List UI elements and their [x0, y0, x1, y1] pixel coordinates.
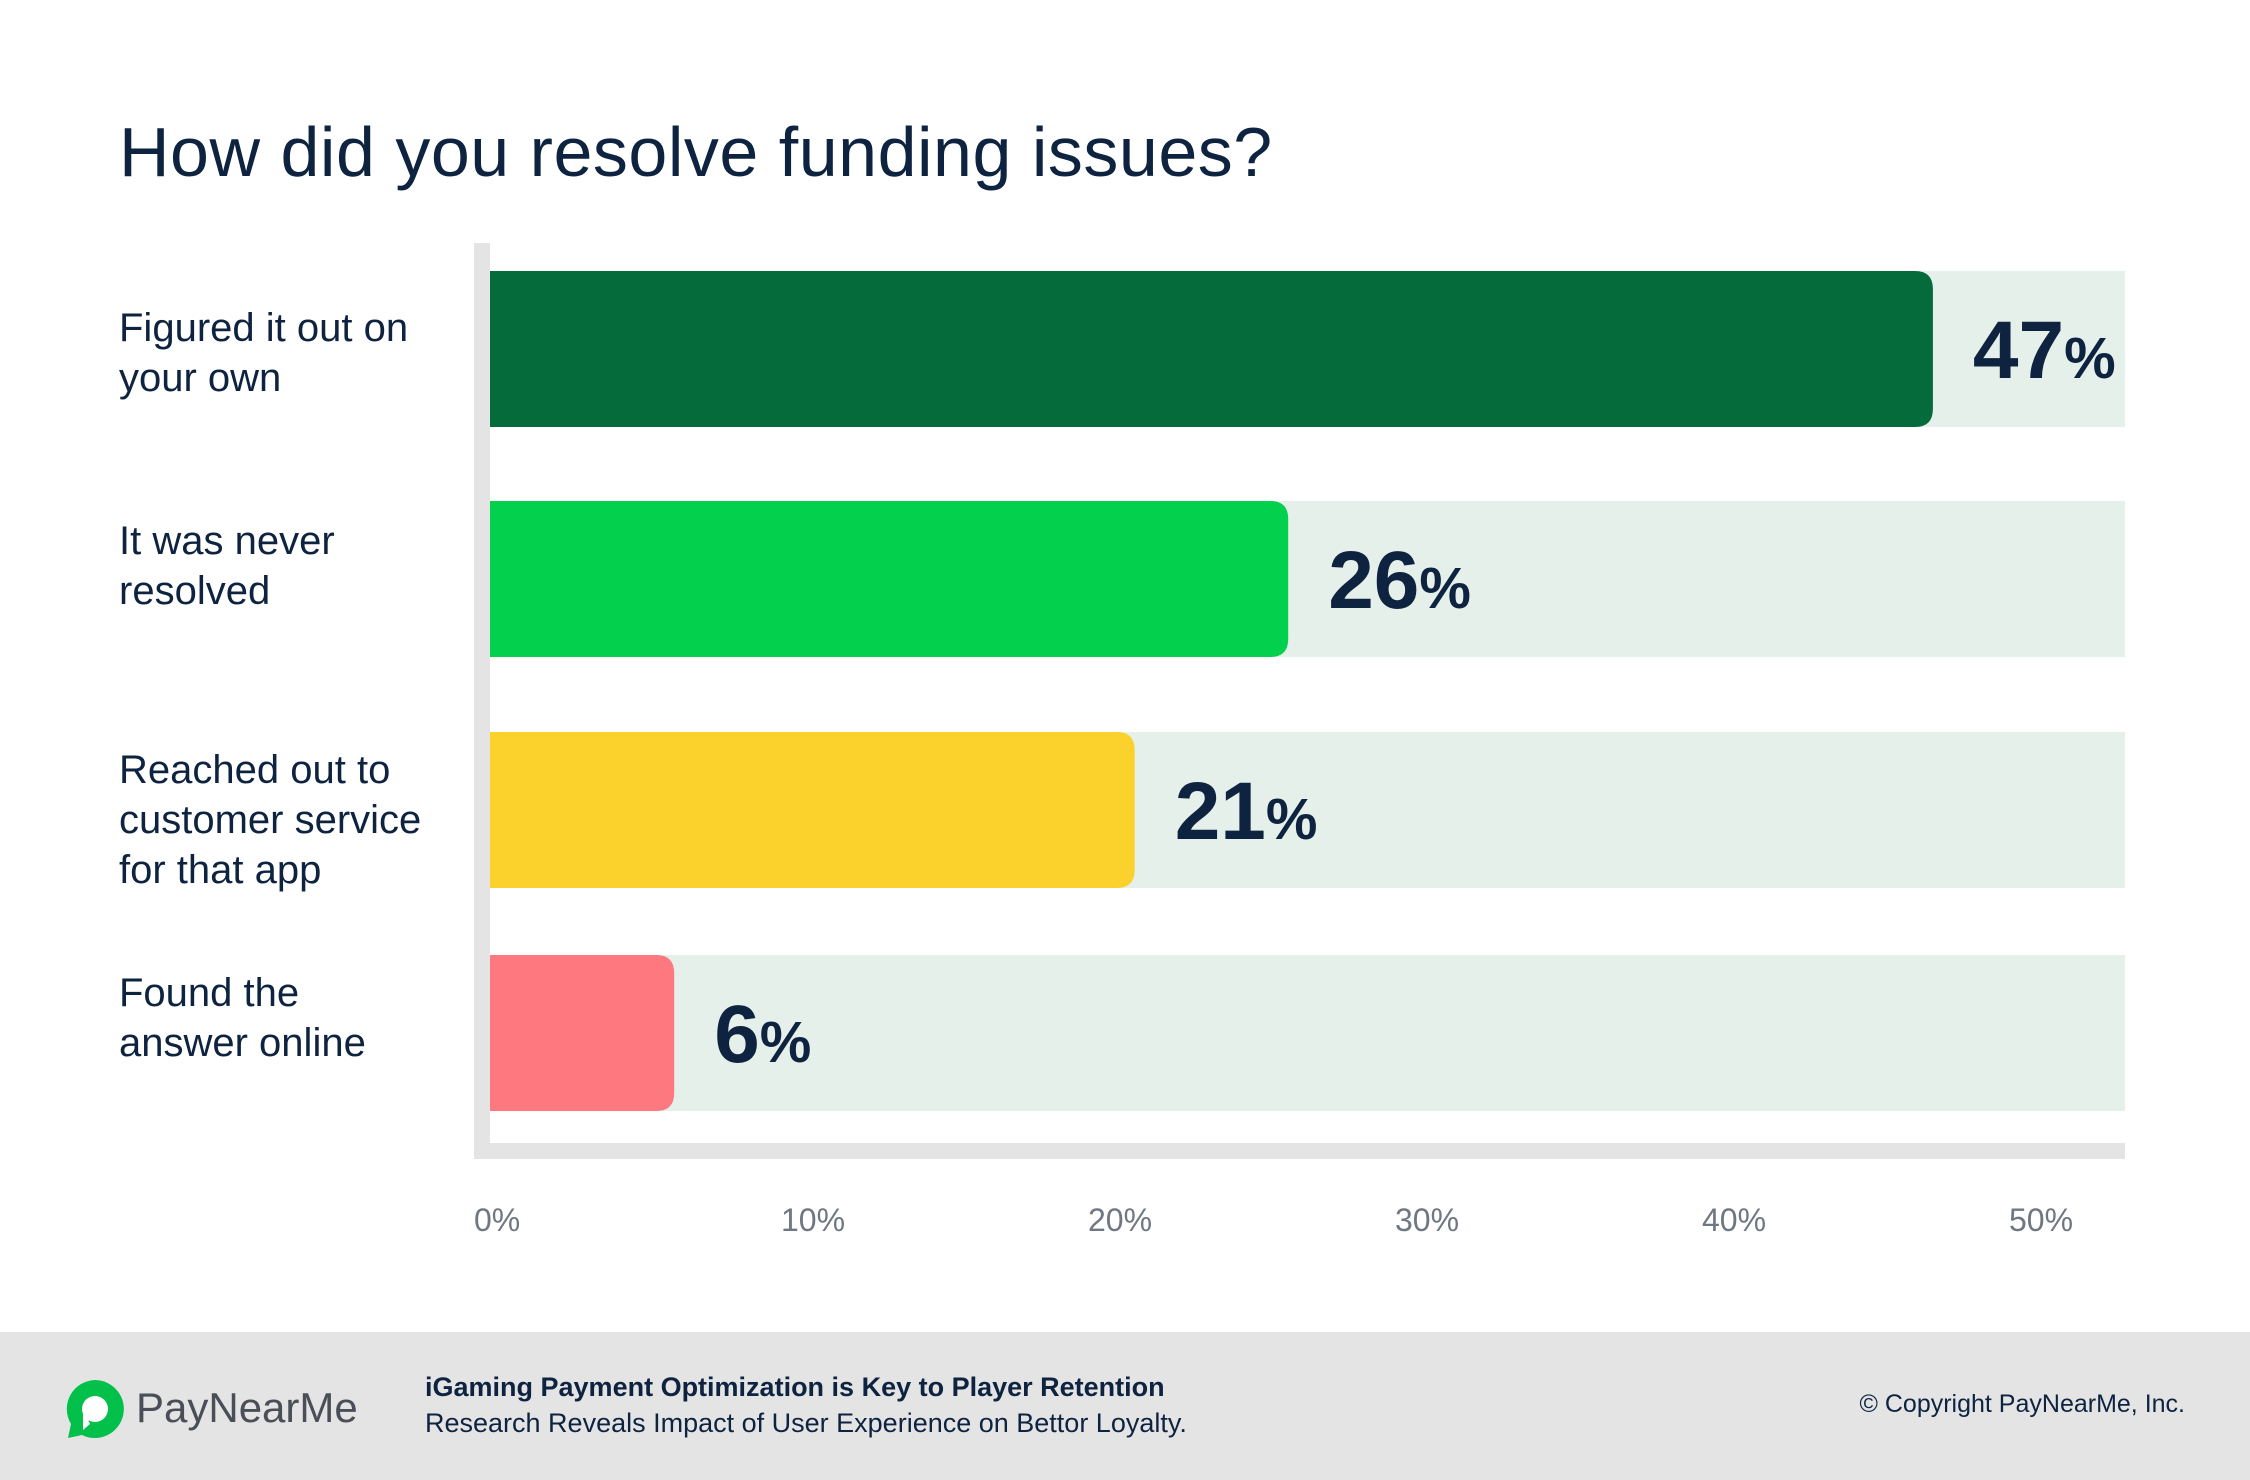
x-tick-label: 50% [2009, 1202, 2073, 1238]
x-tick-label: 40% [1702, 1202, 1766, 1238]
bar-value-label: 47% [1973, 305, 2116, 396]
bar [490, 501, 1289, 657]
x-tick-label: 10% [781, 1202, 845, 1238]
x-tick-label: 0% [474, 1202, 520, 1238]
category-label-line: Figured it out on [119, 306, 409, 350]
report-title: iGaming Payment Optimization is Key to P… [425, 1372, 1165, 1402]
report-subtitle: Research Reveals Impact of User Experien… [425, 1408, 1187, 1438]
category-label: Found the answer online [119, 968, 459, 1068]
category-label-line: answer online [119, 1021, 366, 1065]
bar-value-label: 21% [1175, 766, 1318, 857]
bar-track [490, 955, 2125, 1111]
paynearme-logo-icon [66, 1380, 124, 1438]
y-axis-line [474, 243, 490, 1159]
x-tick-label: 20% [1088, 1202, 1152, 1238]
category-label-line: It was never [119, 519, 335, 563]
category-label-line: Reached out to [119, 748, 391, 792]
x-tick-label: 30% [1395, 1202, 1459, 1238]
bar [490, 732, 1135, 888]
chart-title: How did you resolve funding issues? [119, 113, 1273, 191]
bar-chart: 47%26%21%6%0% 10% 20% 30% 40% 50% [474, 243, 2125, 1238]
bar-value-suffix: % [1419, 556, 1471, 621]
bar [490, 955, 675, 1111]
category-label: It was never resolved [119, 516, 459, 616]
bar-value-number: 21 [1175, 766, 1266, 857]
bar-value-suffix: % [760, 1010, 812, 1075]
bar [490, 271, 1933, 427]
copyright: © Copyright PayNearMe, Inc. [1859, 1390, 2186, 1418]
bar-value-suffix: % [1266, 787, 1318, 852]
brand-name: PayNearMe [136, 1384, 358, 1431]
category-label: Reached out to customer service for that a… [119, 745, 459, 895]
category-label-line: customer service [119, 798, 422, 842]
x-axis-line [474, 1143, 2125, 1159]
bar-value-number: 6 [714, 989, 760, 1080]
footer: PayNearMe iGaming Payment Optimization i… [0, 1332, 2250, 1480]
category-label-line: resolved [119, 569, 271, 613]
bar-value-suffix: % [2064, 326, 2116, 391]
category-label-line: Found the [119, 971, 300, 1015]
category-label-line: your own [119, 356, 282, 400]
category-label-line: for that app [119, 848, 322, 892]
bar-value-label: 6% [714, 989, 811, 1080]
bar-value-number: 47 [1973, 305, 2064, 396]
bar-value-number: 26 [1328, 535, 1419, 626]
category-label: Figured it out on your own [119, 303, 459, 403]
bar-value-label: 26% [1328, 535, 1471, 626]
